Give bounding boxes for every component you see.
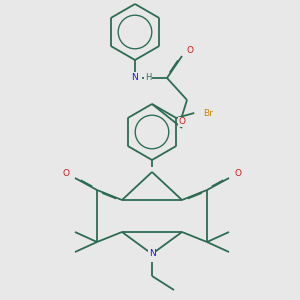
Text: N: N	[148, 250, 155, 259]
Text: O: O	[178, 118, 185, 127]
Text: H: H	[145, 74, 151, 82]
Text: N: N	[132, 74, 138, 82]
Text: Br: Br	[203, 109, 213, 118]
Text: O: O	[235, 169, 242, 178]
Text: O: O	[187, 46, 194, 56]
Text: O: O	[62, 169, 70, 178]
